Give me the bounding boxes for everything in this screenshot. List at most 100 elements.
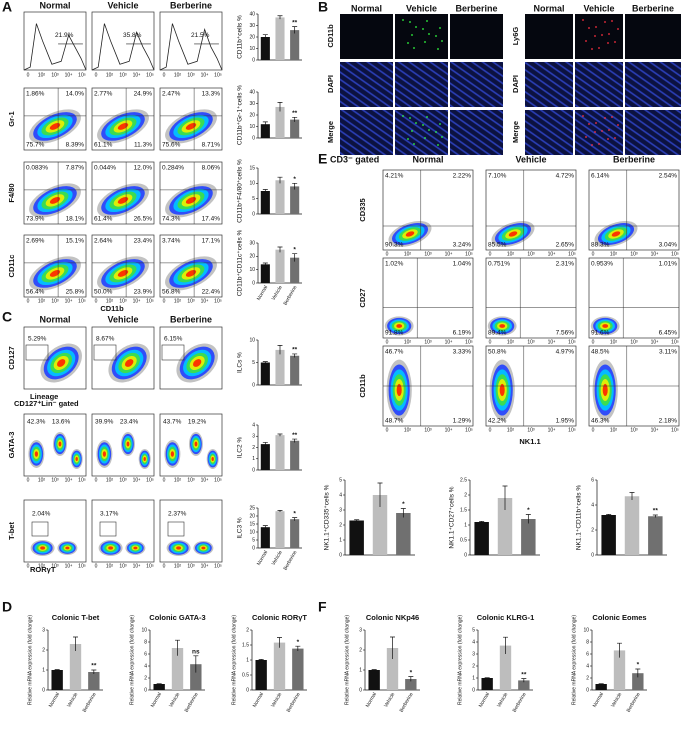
stain-spot — [428, 129, 430, 131]
x-tick-label: Vehicle — [66, 691, 79, 708]
error-bar — [262, 262, 268, 266]
stain-spot — [598, 143, 600, 145]
flow-tick-label: 0 — [95, 563, 98, 569]
y-tick-label: 2 — [252, 445, 255, 451]
flow-tick-label: 10⁵ — [568, 251, 576, 257]
density — [117, 197, 129, 204]
y-tick-label: 4 — [144, 663, 147, 669]
stain-spot — [439, 123, 441, 125]
y-tick-label: 5 — [339, 477, 342, 483]
gate-percent: 21.5% — [191, 32, 210, 39]
y-tick-label: 10 — [249, 46, 255, 52]
y-tick-label: 0 — [252, 135, 255, 141]
error-bar — [91, 669, 97, 674]
bar — [260, 37, 270, 60]
flow-tick-label: 0 — [27, 477, 30, 483]
column-header: Berberine — [455, 3, 497, 13]
stain-spot — [409, 21, 411, 23]
micrograph — [575, 110, 623, 155]
stain-spot — [435, 35, 437, 37]
error-bar — [262, 442, 268, 446]
micrograph — [395, 14, 448, 59]
marker-label: CD27 — [358, 288, 367, 307]
bar — [499, 645, 512, 690]
bar — [275, 180, 285, 214]
density — [102, 451, 106, 457]
quadrant-percent: 88.3% — [591, 242, 610, 249]
flow-tick-label: 10² — [610, 339, 618, 345]
stain-spot — [614, 137, 616, 139]
quadrant-percent: 8.06% — [202, 165, 221, 172]
panel-letter: F — [318, 599, 327, 615]
quadrant-percent: 2.65% — [556, 242, 575, 249]
y-tick-label: 1 — [359, 667, 362, 673]
micrograph — [525, 62, 573, 107]
error-bar — [292, 182, 298, 190]
flow-tick-label: 10⁵ — [78, 72, 86, 78]
flow-tick-label: 10² — [106, 298, 114, 304]
y-tick-label: 2 — [591, 527, 594, 533]
flow-tick-label: 10³ — [527, 251, 535, 257]
quadrant-percent: 2.69% — [26, 238, 45, 245]
x-tick-label: Vehicle — [383, 691, 396, 708]
stain-spot — [617, 28, 619, 30]
y-tick-label: 1 — [472, 675, 475, 681]
flow-tick-label: 0 — [489, 339, 492, 345]
gate — [93, 344, 117, 361]
quadrant-percent: 13.3% — [202, 91, 221, 98]
flow-tick-label: 10³ — [119, 563, 127, 569]
quadrant-percent: 42.2% — [488, 418, 507, 425]
gate — [31, 521, 49, 537]
quadrant-percent: 46.7% — [385, 349, 404, 356]
column-header: Normal — [351, 3, 382, 13]
y-tick-label: 3 — [359, 627, 362, 633]
y-tick-label: 0 — [472, 687, 475, 693]
bar — [290, 355, 300, 385]
flow-tick-label: 10⁵ — [465, 251, 473, 257]
significance: * — [293, 246, 296, 253]
y-tick-label: 2 — [42, 647, 45, 653]
gate-percent: 43.7% — [163, 419, 182, 426]
flow-tick-label: 10⁵ — [214, 298, 222, 304]
flow-tick-label: 10² — [174, 563, 182, 569]
quadrant-percent: 46.3% — [591, 418, 610, 425]
stain-spot — [422, 28, 424, 30]
error-bar — [277, 433, 283, 437]
x-tick-label: Vehicle — [271, 549, 284, 566]
x-tick-label: Vehicle — [496, 691, 509, 708]
quadrant-percent: 89.4% — [488, 330, 507, 337]
bar — [518, 680, 530, 690]
quadrant-percent: 4.72% — [556, 173, 575, 180]
flow-tick-label: 10³ — [119, 477, 127, 483]
error-bar — [521, 678, 527, 683]
micrograph — [450, 110, 503, 155]
marker-label: Ly6G — [511, 27, 520, 46]
error-bar — [73, 636, 78, 651]
y-tick-label: 10 — [583, 627, 589, 633]
density — [49, 197, 61, 204]
bar — [290, 119, 300, 138]
significance: ** — [292, 110, 298, 117]
quadrant-percent: 18.1% — [66, 216, 85, 223]
density — [508, 231, 518, 237]
stain-spot — [594, 35, 596, 37]
flow-tick-label: 10³ — [527, 339, 535, 345]
significance: ** — [91, 663, 97, 670]
stain-spot — [607, 42, 609, 44]
quadrant-percent: 8.71% — [202, 142, 221, 149]
y-tick-label: 6 — [144, 651, 147, 657]
y-axis-label: Relative mRNA expression (fold change) — [344, 615, 350, 705]
panel-letter: C — [2, 309, 12, 325]
flow-tick-label: 0 — [489, 427, 492, 433]
error-bar — [277, 15, 283, 20]
error-bar — [503, 636, 508, 654]
stain-spot — [604, 21, 606, 23]
column-header: Vehicle — [107, 0, 138, 10]
bar — [290, 257, 300, 283]
significance: * — [527, 507, 530, 514]
y-tick-label: 0 — [252, 467, 255, 473]
chart-title: Colonic RORγT — [252, 613, 307, 622]
density — [602, 324, 609, 328]
y-tick-label: 1.5 — [242, 642, 249, 648]
density — [193, 359, 202, 367]
